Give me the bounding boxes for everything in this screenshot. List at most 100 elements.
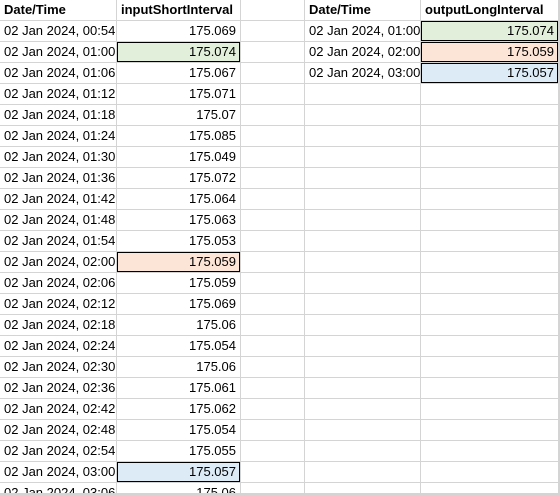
left-value-cell[interactable]: 175.062 [117, 399, 241, 420]
left-value-cell[interactable]: 175.07 [117, 105, 241, 126]
empty-cell[interactable] [241, 462, 305, 483]
empty-cell[interactable] [421, 126, 559, 147]
empty-cell[interactable] [305, 483, 421, 494]
empty-cell[interactable] [241, 210, 305, 231]
left-date-cell[interactable]: 02 Jan 2024, 03:06 [0, 483, 117, 494]
left-value-cell[interactable]: 175.06 [117, 357, 241, 378]
empty-cell[interactable] [421, 378, 559, 399]
empty-cell[interactable] [305, 420, 421, 441]
empty-cell[interactable] [241, 168, 305, 189]
empty-cell[interactable] [305, 315, 421, 336]
empty-cell[interactable] [241, 483, 305, 494]
empty-cell[interactable] [241, 189, 305, 210]
empty-cell[interactable] [305, 273, 421, 294]
left-value-cell[interactable]: 175.069 [117, 294, 241, 315]
empty-cell[interactable] [241, 63, 305, 84]
left-date-cell[interactable]: 02 Jan 2024, 01:24 [0, 126, 117, 147]
empty-cell[interactable] [241, 399, 305, 420]
left-value-cell[interactable]: 175.071 [117, 84, 241, 105]
empty-cell[interactable] [305, 399, 421, 420]
left-date-cell[interactable]: 02 Jan 2024, 02:48 [0, 420, 117, 441]
header-left-value[interactable]: inputShortInterval [117, 0, 241, 21]
left-value-cell[interactable]: 175.072 [117, 168, 241, 189]
left-value-cell[interactable]: 175.054 [117, 420, 241, 441]
empty-cell[interactable] [421, 147, 559, 168]
left-value-cell[interactable]: 175.061 [117, 378, 241, 399]
left-date-cell[interactable]: 02 Jan 2024, 01:00 [0, 42, 117, 63]
left-value-cell[interactable]: 175.069 [117, 21, 241, 42]
left-date-cell[interactable]: 02 Jan 2024, 02:12 [0, 294, 117, 315]
empty-cell[interactable] [305, 84, 421, 105]
left-value-cell[interactable]: 175.049 [117, 147, 241, 168]
empty-cell[interactable] [241, 84, 305, 105]
empty-cell[interactable] [241, 126, 305, 147]
left-value-cell[interactable]: 175.063 [117, 210, 241, 231]
empty-cell[interactable] [241, 441, 305, 462]
empty-cell[interactable] [241, 105, 305, 126]
header-right-value[interactable]: outputLongInterval [421, 0, 559, 21]
empty-cell[interactable] [421, 441, 559, 462]
empty-cell[interactable] [241, 420, 305, 441]
empty-cell[interactable] [421, 189, 559, 210]
empty-cell[interactable] [305, 210, 421, 231]
empty-cell[interactable] [421, 336, 559, 357]
left-date-cell[interactable]: 02 Jan 2024, 02:24 [0, 336, 117, 357]
empty-cell[interactable] [305, 357, 421, 378]
left-date-cell[interactable]: 02 Jan 2024, 01:06 [0, 63, 117, 84]
left-date-cell[interactable]: 02 Jan 2024, 01:18 [0, 105, 117, 126]
empty-cell[interactable] [241, 147, 305, 168]
empty-cell[interactable] [305, 336, 421, 357]
empty-cell[interactable] [421, 210, 559, 231]
empty-cell[interactable] [305, 441, 421, 462]
empty-cell[interactable] [421, 273, 559, 294]
empty-cell[interactable] [241, 0, 305, 21]
right-value-cell[interactable]: 175.057 [421, 63, 559, 84]
left-date-cell[interactable]: 02 Jan 2024, 01:36 [0, 168, 117, 189]
left-date-cell[interactable]: 02 Jan 2024, 01:48 [0, 210, 117, 231]
empty-cell[interactable] [241, 336, 305, 357]
left-date-cell[interactable]: 02 Jan 2024, 02:00 [0, 252, 117, 273]
right-value-cell[interactable]: 175.074 [421, 21, 559, 42]
empty-cell[interactable] [421, 105, 559, 126]
empty-cell[interactable] [241, 315, 305, 336]
right-value-cell[interactable]: 175.059 [421, 42, 559, 63]
header-right-date[interactable]: Date/Time [305, 0, 421, 21]
left-date-cell[interactable]: 02 Jan 2024, 02:54 [0, 441, 117, 462]
empty-cell[interactable] [241, 378, 305, 399]
left-value-cell[interactable]: 175.059 [117, 273, 241, 294]
left-date-cell[interactable]: 02 Jan 2024, 02:30 [0, 357, 117, 378]
left-value-cell[interactable]: 175.057 [117, 462, 241, 483]
empty-cell[interactable] [421, 399, 559, 420]
left-value-cell[interactable]: 175.055 [117, 441, 241, 462]
right-date-cell[interactable]: 02 Jan 2024, 02:00 [305, 42, 421, 63]
empty-cell[interactable] [421, 168, 559, 189]
empty-cell[interactable] [305, 189, 421, 210]
empty-cell[interactable] [305, 147, 421, 168]
empty-cell[interactable] [421, 294, 559, 315]
left-date-cell[interactable]: 02 Jan 2024, 02:36 [0, 378, 117, 399]
empty-cell[interactable] [241, 21, 305, 42]
left-value-cell[interactable]: 175.06 [117, 483, 241, 494]
left-value-cell[interactable]: 175.059 [117, 252, 241, 273]
empty-cell[interactable] [241, 357, 305, 378]
left-date-cell[interactable]: 02 Jan 2024, 01:42 [0, 189, 117, 210]
empty-cell[interactable] [305, 231, 421, 252]
left-date-cell[interactable]: 02 Jan 2024, 03:00 [0, 462, 117, 483]
left-date-cell[interactable]: 02 Jan 2024, 01:30 [0, 147, 117, 168]
left-date-cell[interactable]: 02 Jan 2024, 01:54 [0, 231, 117, 252]
left-value-cell[interactable]: 175.067 [117, 63, 241, 84]
right-date-cell[interactable]: 02 Jan 2024, 03:00 [305, 63, 421, 84]
empty-cell[interactable] [421, 231, 559, 252]
empty-cell[interactable] [421, 315, 559, 336]
empty-cell[interactable] [305, 168, 421, 189]
left-value-cell[interactable]: 175.06 [117, 315, 241, 336]
left-date-cell[interactable]: 02 Jan 2024, 00:54 [0, 21, 117, 42]
empty-cell[interactable] [305, 462, 421, 483]
header-left-date[interactable]: Date/Time [0, 0, 117, 21]
empty-cell[interactable] [421, 462, 559, 483]
left-value-cell[interactable]: 175.085 [117, 126, 241, 147]
left-date-cell[interactable]: 02 Jan 2024, 02:18 [0, 315, 117, 336]
right-date-cell[interactable]: 02 Jan 2024, 01:00 [305, 21, 421, 42]
empty-cell[interactable] [421, 420, 559, 441]
empty-cell[interactable] [305, 126, 421, 147]
